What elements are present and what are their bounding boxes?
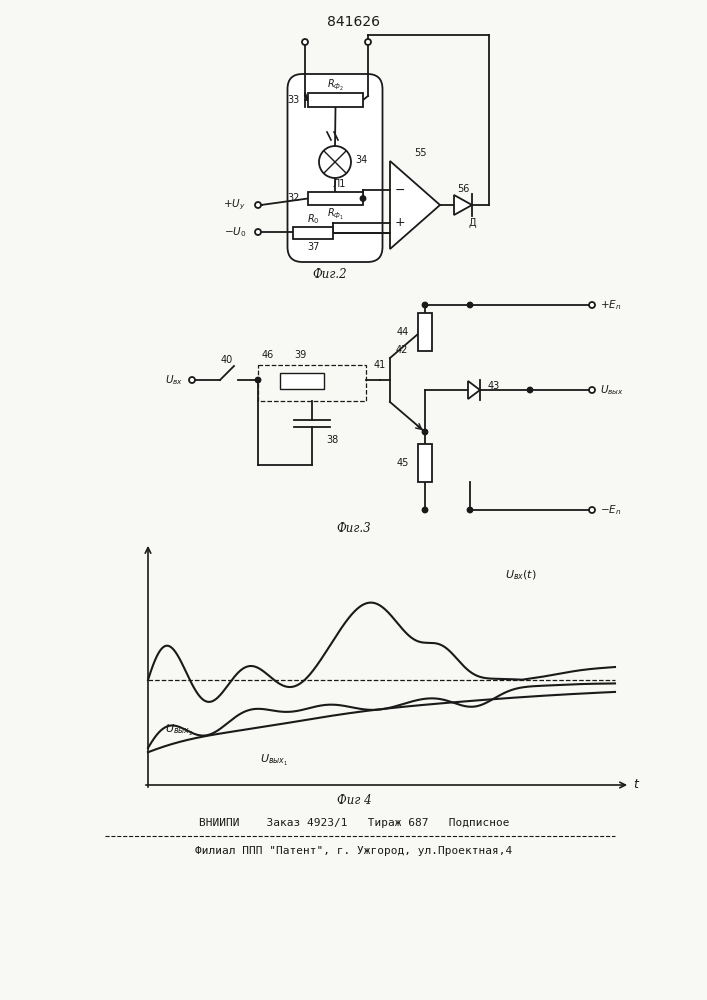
Circle shape <box>423 508 428 512</box>
Circle shape <box>589 302 595 308</box>
Circle shape <box>527 387 532 392</box>
Circle shape <box>423 430 428 434</box>
Text: 56: 56 <box>457 184 469 194</box>
Text: $+U_y$: $+U_y$ <box>223 198 246 212</box>
Text: 55: 55 <box>414 148 426 158</box>
Circle shape <box>255 377 260 382</box>
Circle shape <box>467 302 472 308</box>
Text: 44: 44 <box>397 327 409 337</box>
Text: $R_0$: $R_0$ <box>307 212 320 226</box>
Text: Фиг.2: Фиг.2 <box>312 268 347 282</box>
Text: 46: 46 <box>262 350 274 360</box>
Bar <box>418 313 432 351</box>
Text: −: − <box>395 184 405 196</box>
Text: Филиал ППП "Патент", г. Ужгород, ул.Проектная,4: Филиал ППП "Патент", г. Ужгород, ул.Прое… <box>195 846 513 856</box>
Circle shape <box>361 196 366 201</box>
Text: $-U_0$: $-U_0$ <box>223 225 246 239</box>
Polygon shape <box>390 161 440 249</box>
Text: 38: 38 <box>326 435 338 445</box>
Text: $t$: $t$ <box>633 778 641 792</box>
Circle shape <box>255 202 261 208</box>
Circle shape <box>589 507 595 513</box>
Text: 33: 33 <box>288 95 300 105</box>
Text: +: + <box>395 217 405 230</box>
Text: 40: 40 <box>221 355 233 365</box>
Circle shape <box>189 377 195 383</box>
Bar <box>308 192 363 205</box>
Bar <box>293 227 333 239</box>
Circle shape <box>319 146 351 178</box>
Text: 39: 39 <box>294 350 306 360</box>
Bar <box>308 93 363 107</box>
Text: $-E_n$: $-E_n$ <box>600 503 621 517</box>
Circle shape <box>302 39 308 45</box>
Circle shape <box>589 387 595 393</box>
Circle shape <box>467 508 472 512</box>
Polygon shape <box>468 381 480 399</box>
Text: Л1: Л1 <box>332 179 346 189</box>
Text: Д: Д <box>468 218 476 228</box>
Text: 42: 42 <box>396 345 408 355</box>
Polygon shape <box>454 195 472 215</box>
Text: Фиг 4: Фиг 4 <box>337 794 371 806</box>
FancyBboxPatch shape <box>288 74 382 262</box>
Bar <box>280 373 324 389</box>
Text: 37: 37 <box>307 242 319 252</box>
Text: $U_{вых_1}$: $U_{вых_1}$ <box>260 752 288 768</box>
Text: 841626: 841626 <box>327 15 380 29</box>
Text: 32: 32 <box>288 193 300 203</box>
Circle shape <box>365 39 371 45</box>
Text: 34: 34 <box>355 155 367 165</box>
Text: $R_{ф_2}$: $R_{ф_2}$ <box>327 78 344 92</box>
Text: $U_{вых}$: $U_{вых}$ <box>600 383 624 397</box>
Text: 45: 45 <box>397 458 409 468</box>
Circle shape <box>255 229 261 235</box>
Bar <box>418 444 432 482</box>
Text: $R_{ф_1}$: $R_{ф_1}$ <box>327 207 344 221</box>
Text: $U_{вх}$: $U_{вх}$ <box>165 373 183 387</box>
Text: $+E_n$: $+E_n$ <box>600 298 621 312</box>
Text: $U_{вх}(t)$: $U_{вх}(t)$ <box>505 568 537 582</box>
Bar <box>258 365 366 401</box>
Text: $U_{вых_2}$: $U_{вых_2}$ <box>165 722 194 738</box>
Text: 43: 43 <box>488 381 501 391</box>
Circle shape <box>423 302 428 308</box>
Text: ВНИИПИ    Заказ 4923/1   Тираж 687   Подписное: ВНИИПИ Заказ 4923/1 Тираж 687 Подписное <box>199 818 509 828</box>
Text: Фиг.3: Фиг.3 <box>337 522 371 534</box>
Text: 41: 41 <box>374 360 386 370</box>
